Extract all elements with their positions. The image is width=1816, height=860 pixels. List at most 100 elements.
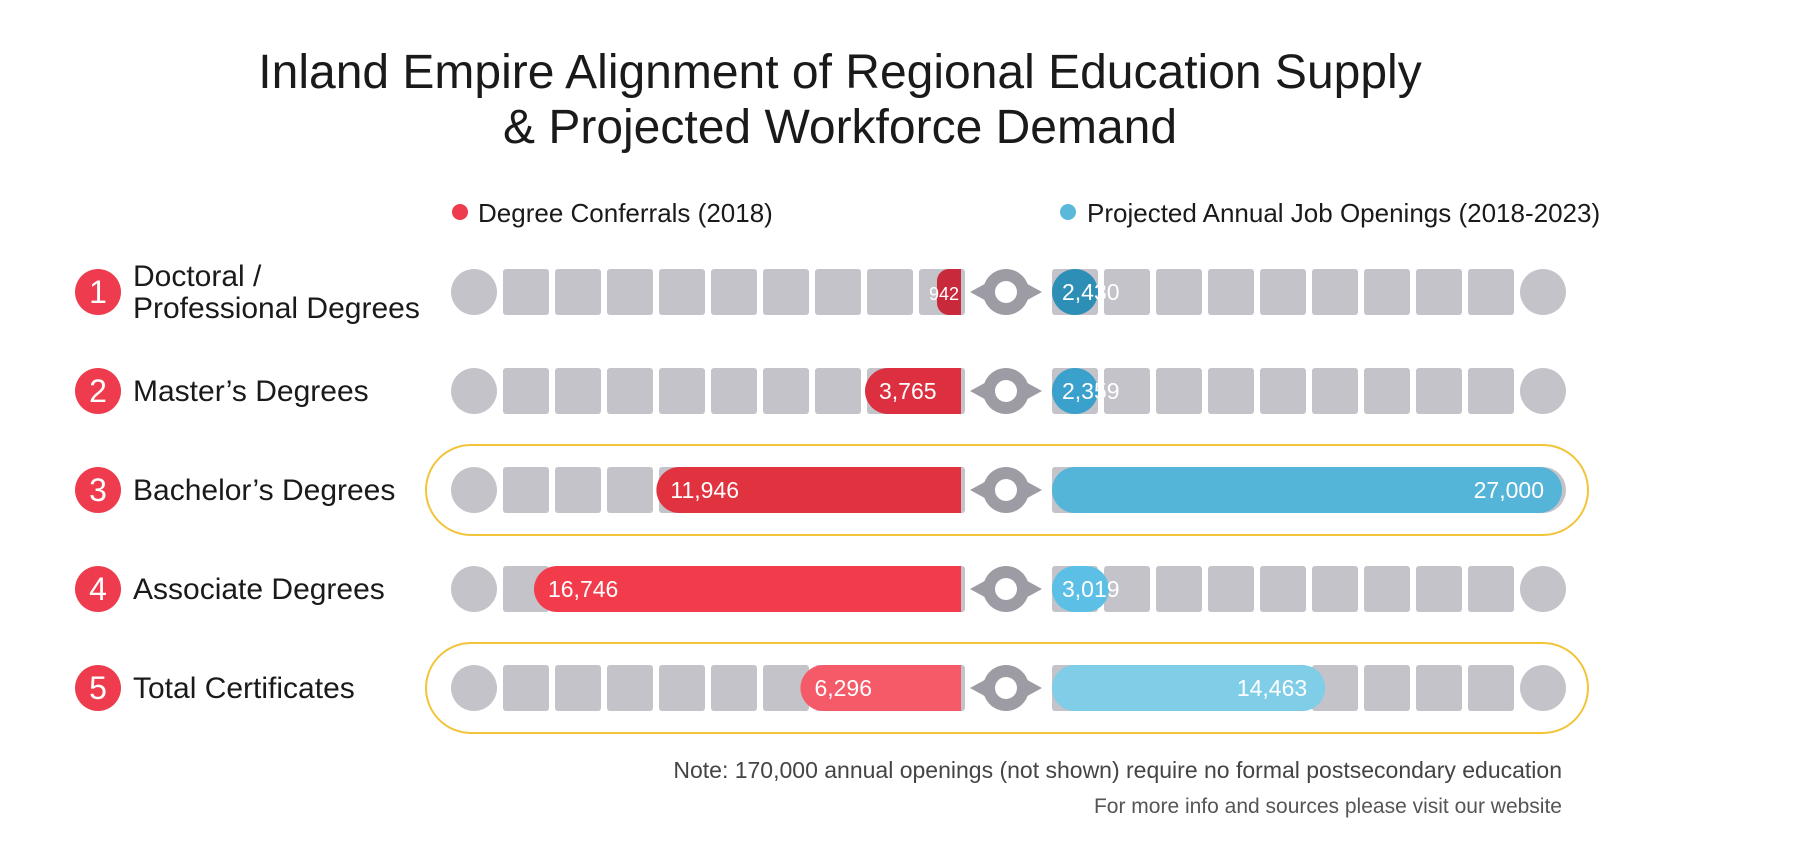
rank-number: 5 <box>89 670 107 706</box>
connector-node-center <box>995 380 1017 402</box>
track-segment <box>503 269 549 315</box>
rank-badge <box>75 368 121 414</box>
value-label-job-openings: 2,430 <box>1062 279 1120 305</box>
value-label-conferrals: 6,296 <box>814 675 872 701</box>
bar-conferrals-edge <box>937 665 961 711</box>
rank-badge <box>75 467 121 513</box>
bar-conferrals <box>800 665 961 711</box>
track-segment <box>1104 368 1150 414</box>
track-segment <box>763 368 809 414</box>
category-label: Associate Degrees <box>133 573 385 606</box>
category-label: Bachelor’s Degrees <box>133 474 395 507</box>
track-segment <box>815 269 861 315</box>
track-segment <box>1156 368 1202 414</box>
highlight-outline <box>425 642 1589 734</box>
value-label-conferrals: 16,746 <box>548 576 618 602</box>
track-segment <box>1260 269 1306 315</box>
legend-label-conferrals: Degree Conferrals (2018) <box>478 198 773 228</box>
legend-dot-conferrals <box>452 204 468 220</box>
track-segment <box>607 269 653 315</box>
category-label: Total Certificates <box>133 672 355 705</box>
bar-conferrals <box>864 368 961 414</box>
track-segment <box>555 665 601 711</box>
bar-conferrals-edge <box>937 566 961 612</box>
track-segment <box>555 269 601 315</box>
rank-badge <box>75 665 121 711</box>
track-segment <box>1416 368 1462 414</box>
track-segment <box>451 269 497 315</box>
track-segment <box>1364 368 1410 414</box>
chart-rows: 1 Doctoral /Professional Degrees 942 2,430 2… <box>75 260 1589 734</box>
track-segment <box>711 368 757 414</box>
value-label-conferrals: 942 <box>929 284 959 304</box>
track-segment <box>1520 566 1566 612</box>
rank-badge <box>75 269 121 315</box>
track-segment <box>711 269 757 315</box>
track-segment <box>1468 269 1514 315</box>
track-segment <box>555 467 601 513</box>
bar-job-openings <box>1052 566 1110 612</box>
value-label-conferrals: 11,946 <box>670 477 739 503</box>
track-segment <box>1364 665 1410 711</box>
rank-badge <box>75 566 121 612</box>
value-label-job-openings: 3,019 <box>1062 576 1120 602</box>
chart-title-line-1: Inland Empire Alignment of Regional Educ… <box>258 46 1421 99</box>
track-segment <box>1104 566 1150 612</box>
track-segment <box>1520 665 1566 711</box>
rank-number: 2 <box>89 373 107 409</box>
bar-conferrals-edge <box>937 368 961 414</box>
track-segment <box>1416 269 1462 315</box>
track-segment <box>1468 566 1514 612</box>
chart-note: Note: 170,000 annual openings (not shown… <box>673 757 1562 783</box>
track-segment <box>659 269 705 315</box>
track-segment <box>1416 665 1462 711</box>
row-4: 4 Associate Degrees 16,746 3,019 <box>75 566 1566 612</box>
legend-dot-job-openings <box>1060 204 1076 220</box>
track-segment <box>1312 269 1358 315</box>
track-segment <box>1260 368 1306 414</box>
track-segment <box>451 665 497 711</box>
track-segment <box>503 665 549 711</box>
track-segment <box>1520 269 1566 315</box>
track-segment <box>1156 566 1202 612</box>
row-5: 5 Total Certificates 6,296 14,463 <box>75 642 1589 734</box>
track-segment <box>659 665 705 711</box>
legend: Degree Conferrals (2018) Projected Annua… <box>452 198 1600 228</box>
track-segment <box>1208 269 1254 315</box>
rank-number: 1 <box>89 274 107 310</box>
track-segment <box>1312 665 1358 711</box>
track-segment <box>451 566 497 612</box>
track-segment <box>1364 566 1410 612</box>
row-1: 1 Doctoral /Professional Degrees 942 2,430 <box>75 260 1566 325</box>
track-segment <box>555 368 601 414</box>
category-label: Master’s Degrees <box>133 375 369 408</box>
connector-node-center <box>995 479 1017 501</box>
category-label: Doctoral / <box>133 260 262 293</box>
track-segment <box>607 665 653 711</box>
track-segment <box>1208 566 1254 612</box>
highlight-outline <box>425 444 1589 536</box>
track-segment <box>503 467 549 513</box>
connector-node-center <box>995 578 1017 600</box>
row-2: 2 Master’s Degrees 3,765 2,359 <box>75 368 1566 414</box>
category-label: Professional Degrees <box>133 292 420 325</box>
track-segment <box>1468 368 1514 414</box>
track-segment <box>1312 368 1358 414</box>
value-label-job-openings: 27,000 <box>1474 477 1544 503</box>
legend-label-job-openings: Projected Annual Job Openings (2018-2023… <box>1087 198 1600 228</box>
track-segment <box>451 467 497 513</box>
value-label-conferrals: 3,765 <box>879 378 937 404</box>
track-segment <box>1520 368 1566 414</box>
source-link[interactable]: For more info and sources please visit o… <box>1094 795 1562 818</box>
rank-number: 4 <box>89 571 107 607</box>
track-segment <box>1312 566 1358 612</box>
bar-conferrals-edge <box>937 467 961 513</box>
bar-job-openings <box>1052 665 1326 711</box>
value-label-job-openings: 14,463 <box>1237 675 1307 701</box>
track-segment <box>815 368 861 414</box>
track-segment <box>763 665 809 711</box>
track-segment <box>607 368 653 414</box>
track-segment <box>711 665 757 711</box>
track-segment <box>1468 665 1514 711</box>
